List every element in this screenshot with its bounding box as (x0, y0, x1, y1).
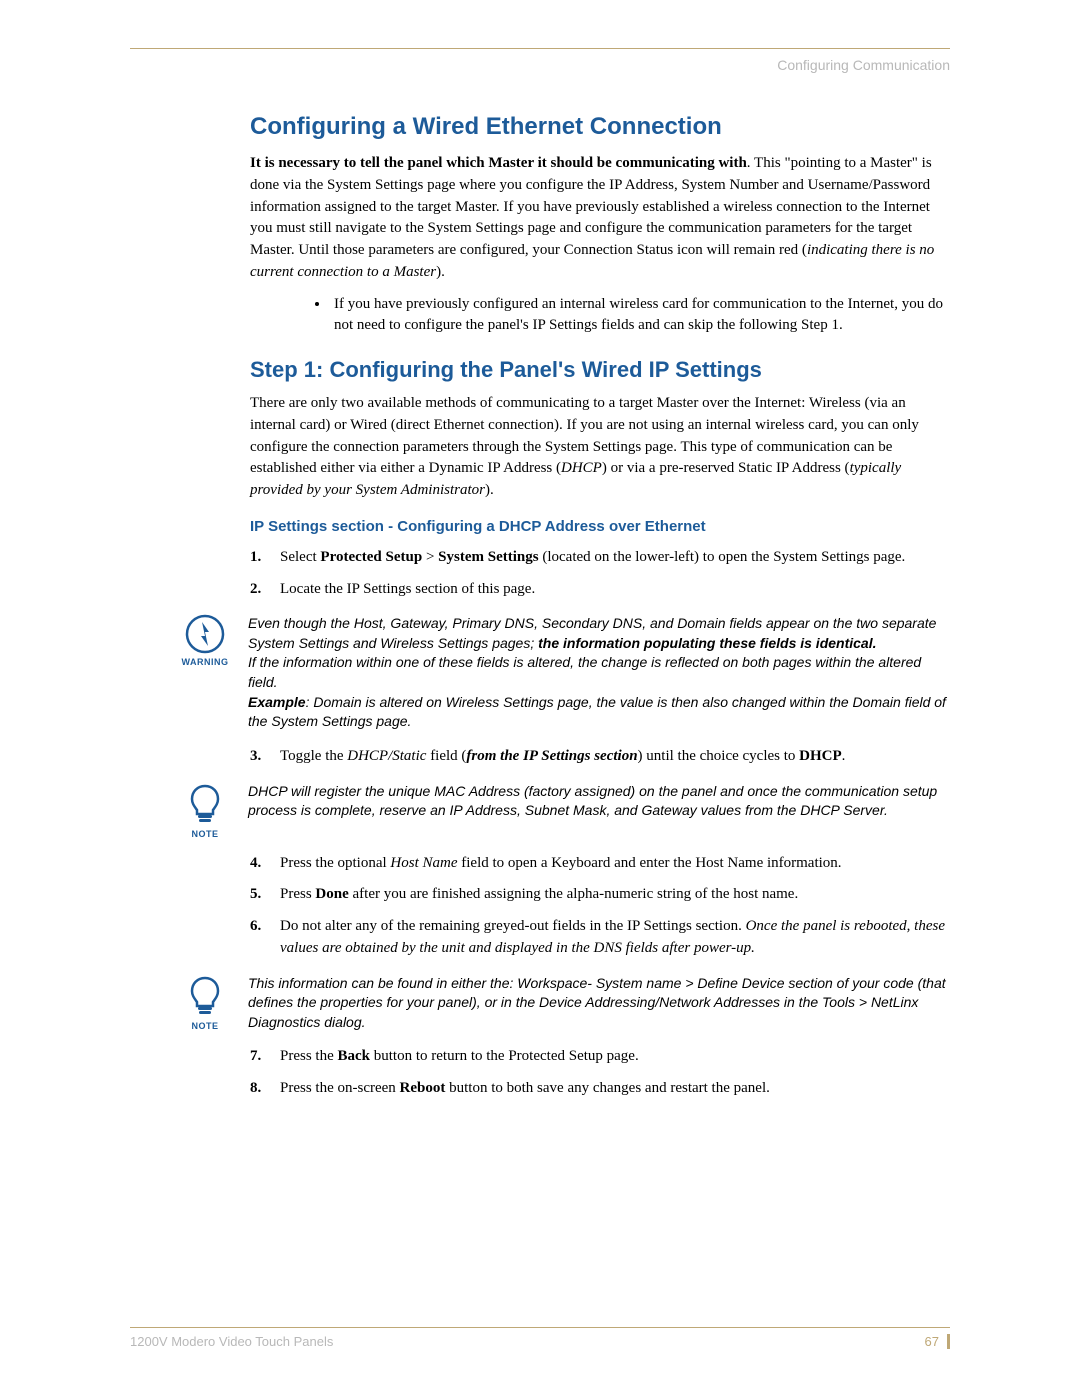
note-icon: NOTE (180, 974, 230, 1031)
steps-1-2-list: Select Protected Setup > System Settings… (250, 547, 950, 601)
step-item: Do not alter any of the remaining greyed… (250, 916, 950, 960)
step-item: Press the Back button to return to the P… (250, 1046, 950, 1068)
note-text-2: This information can be found in either … (248, 974, 950, 1033)
step-item: Toggle the DHCP/Static field (from the I… (250, 746, 950, 768)
top-rule (130, 48, 950, 49)
footer-product: 1200V Modero Video Touch Panels (130, 1334, 333, 1349)
note-callout-1: NOTE DHCP will register the unique MAC A… (180, 782, 950, 839)
step-item: Press the on-screen Reboot button to bot… (250, 1078, 950, 1100)
note-callout-2: NOTE This information can be found in ei… (180, 974, 950, 1033)
step1-intro: There are only two available methods of … (250, 393, 950, 502)
main-content: Configuring a Wired Ethernet Connection … (250, 113, 950, 1100)
step-item: Press the optional Host Name field to op… (250, 853, 950, 875)
heading-1: Configuring a Wired Ethernet Connection (250, 113, 950, 141)
section-label: Configuring Communication (130, 57, 950, 73)
step-item: Press Done after you are finished assign… (250, 884, 950, 906)
steps-7-8-list: Press the Back button to return to the P… (250, 1046, 950, 1100)
step-item: Select Protected Setup > System Settings… (250, 547, 950, 569)
footer-page-number: 67 (925, 1334, 950, 1349)
step-3-list: Toggle the DHCP/Static field (from the I… (250, 746, 950, 768)
note-text-1: DHCP will register the unique MAC Addres… (248, 782, 950, 821)
warning-label: WARNING (180, 657, 230, 667)
warning-icon: WARNING (180, 614, 230, 667)
note-label: NOTE (180, 1021, 230, 1031)
heading-2: Step 1: Configuring the Panel's Wired IP… (250, 357, 950, 383)
warning-text: Even though the Host, Gateway, Primary D… (248, 614, 950, 732)
warning-callout: WARNING Even though the Host, Gateway, P… (180, 614, 950, 732)
heading-3: IP Settings section - Configuring a DHCP… (250, 518, 950, 535)
intro-bullet-list: If you have previously configured an int… (330, 294, 950, 338)
intro-bullet-item: If you have previously configured an int… (330, 294, 950, 338)
note-label: NOTE (180, 829, 230, 839)
page-footer: 1200V Modero Video Touch Panels 67 (130, 1327, 950, 1349)
step-item: Locate the IP Settings section of this p… (250, 579, 950, 601)
intro-paragraph: It is necessary to tell the panel which … (250, 153, 950, 284)
note-icon: NOTE (180, 782, 230, 839)
steps-4-6-list: Press the optional Host Name field to op… (250, 853, 950, 960)
